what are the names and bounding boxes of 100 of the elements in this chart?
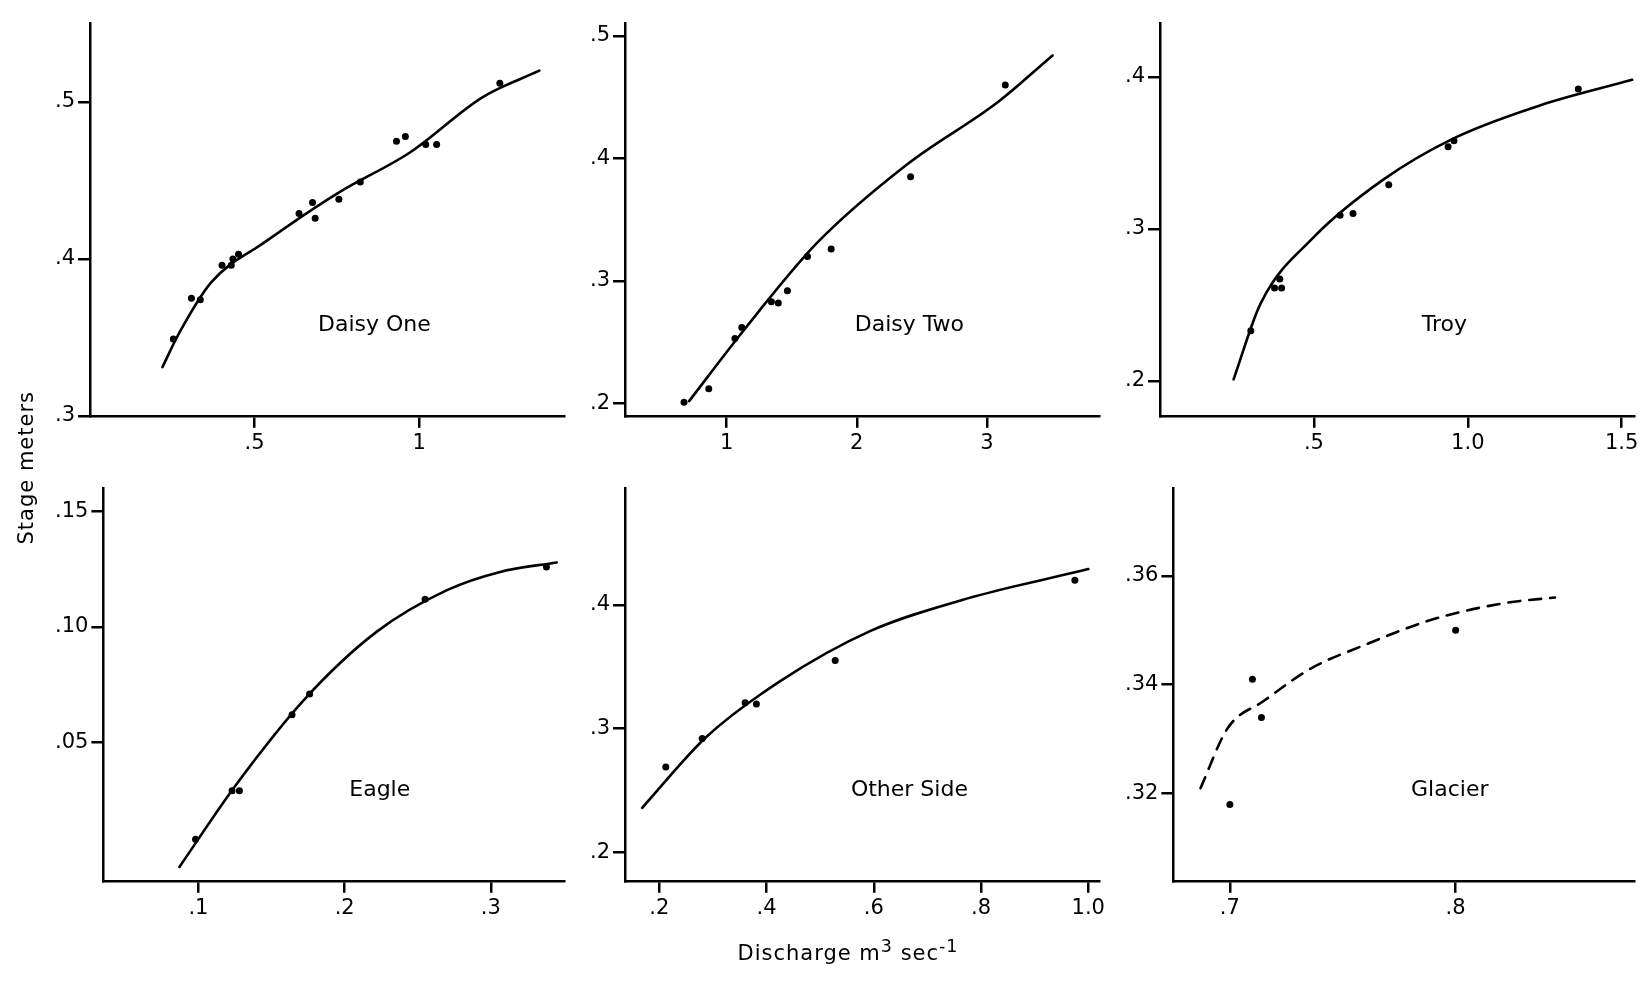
- point: [234, 250, 242, 258]
- point: [227, 261, 235, 269]
- y-tick-label: .5: [54, 88, 76, 113]
- x-tick-label: 1: [719, 429, 734, 454]
- point: [662, 763, 670, 771]
- point: [741, 699, 749, 707]
- y-axis-title: Stage meters: [14, 391, 38, 545]
- point: [827, 245, 835, 253]
- y-tick-label: .36: [1124, 562, 1159, 587]
- point: [187, 294, 195, 302]
- y-tick-label: .4: [589, 144, 611, 169]
- y-tick-label: .2: [589, 838, 611, 863]
- point: [335, 195, 343, 203]
- x-tick-label: .6: [863, 894, 884, 919]
- point: [752, 700, 760, 708]
- text: Troy: [1420, 311, 1468, 337]
- x-tick-label: .2: [649, 894, 670, 919]
- x-tick-label: 3: [980, 429, 994, 454]
- point: [783, 287, 791, 295]
- text: Daisy One: [318, 311, 431, 337]
- point: [1071, 576, 1079, 584]
- point: [229, 255, 237, 263]
- point: [1276, 275, 1284, 283]
- point: [1444, 143, 1452, 151]
- x-tick-label: .7: [1219, 894, 1240, 919]
- y-tick-label: .2: [1124, 367, 1146, 392]
- line-series: [640, 567, 1090, 810]
- x-axis-title: Discharge m$^{3}$ sec$^{-1}$: [736, 936, 960, 965]
- point: [1247, 327, 1255, 335]
- x-tick-label: .8: [971, 894, 992, 919]
- y-tick-label: .15: [54, 498, 89, 523]
- point: [1278, 284, 1286, 292]
- point: [680, 398, 688, 406]
- point: [218, 261, 226, 269]
- x-tick-label: .2: [334, 894, 355, 919]
- point: [192, 835, 200, 843]
- x-tick-label: .1: [188, 894, 209, 919]
- y-tick-label: .3: [54, 402, 76, 427]
- point: [169, 335, 177, 343]
- point: [421, 595, 429, 603]
- point: [1385, 181, 1393, 189]
- line-series: [1232, 78, 1634, 381]
- y-tick-label: .2: [589, 390, 611, 414]
- x-tick-label: 2: [850, 429, 864, 454]
- y-tick-label: .32: [1124, 780, 1159, 805]
- y-tick-label: .34: [1124, 671, 1159, 696]
- point: [1257, 713, 1265, 721]
- y-tick-label: .3: [589, 267, 611, 292]
- point: [831, 657, 839, 665]
- point: [1450, 137, 1458, 145]
- point: [401, 133, 409, 141]
- point: [705, 385, 713, 393]
- text: Other Side: [850, 776, 968, 802]
- point: [698, 735, 706, 743]
- point: [731, 335, 739, 343]
- point: [288, 711, 296, 719]
- point: [306, 690, 314, 698]
- x-tick-label: 1: [412, 429, 426, 454]
- x-tick-label: .4: [756, 894, 777, 919]
- text: Eagle: [349, 776, 411, 802]
- point: [1001, 81, 1009, 89]
- x-tick-label: 1.0: [1071, 894, 1105, 919]
- y-tick-label: .3: [1124, 215, 1146, 240]
- y-tick-label: .3: [589, 715, 611, 740]
- point: [1271, 284, 1279, 292]
- x-tick-label: .5: [1303, 429, 1324, 454]
- point: [767, 298, 775, 306]
- point: [235, 787, 243, 795]
- point: [311, 214, 319, 222]
- point: [422, 140, 430, 148]
- point: [1248, 675, 1256, 683]
- point: [433, 140, 441, 148]
- point: [1349, 210, 1357, 218]
- point: [1336, 211, 1344, 219]
- point: [774, 299, 782, 307]
- point: [1226, 801, 1234, 809]
- x-tick-label: .8: [1445, 894, 1466, 919]
- x-tick-label: .5: [244, 429, 265, 454]
- x-tick-label: 1.5: [1604, 429, 1639, 454]
- point: [496, 79, 504, 87]
- point: [392, 137, 400, 145]
- text: Glacier: [1411, 776, 1490, 802]
- text: Daisy Two: [854, 311, 965, 337]
- point: [738, 324, 746, 332]
- point: [803, 252, 811, 260]
- y-tick-label: .5: [589, 22, 611, 47]
- point: [1452, 626, 1460, 634]
- point: [309, 198, 317, 206]
- point: [295, 209, 303, 217]
- x-tick-label: 1.0: [1451, 429, 1485, 454]
- y-tick-label: .4: [54, 245, 76, 270]
- point: [228, 787, 236, 795]
- y-tick-label: .4: [1124, 63, 1146, 88]
- point: [356, 178, 364, 186]
- x-tick-label: .3: [480, 894, 501, 919]
- y-tick-label: .05: [54, 728, 89, 753]
- line-series: [178, 561, 558, 869]
- point: [1574, 85, 1582, 93]
- y-tick-label: .4: [589, 591, 611, 616]
- point: [196, 296, 204, 304]
